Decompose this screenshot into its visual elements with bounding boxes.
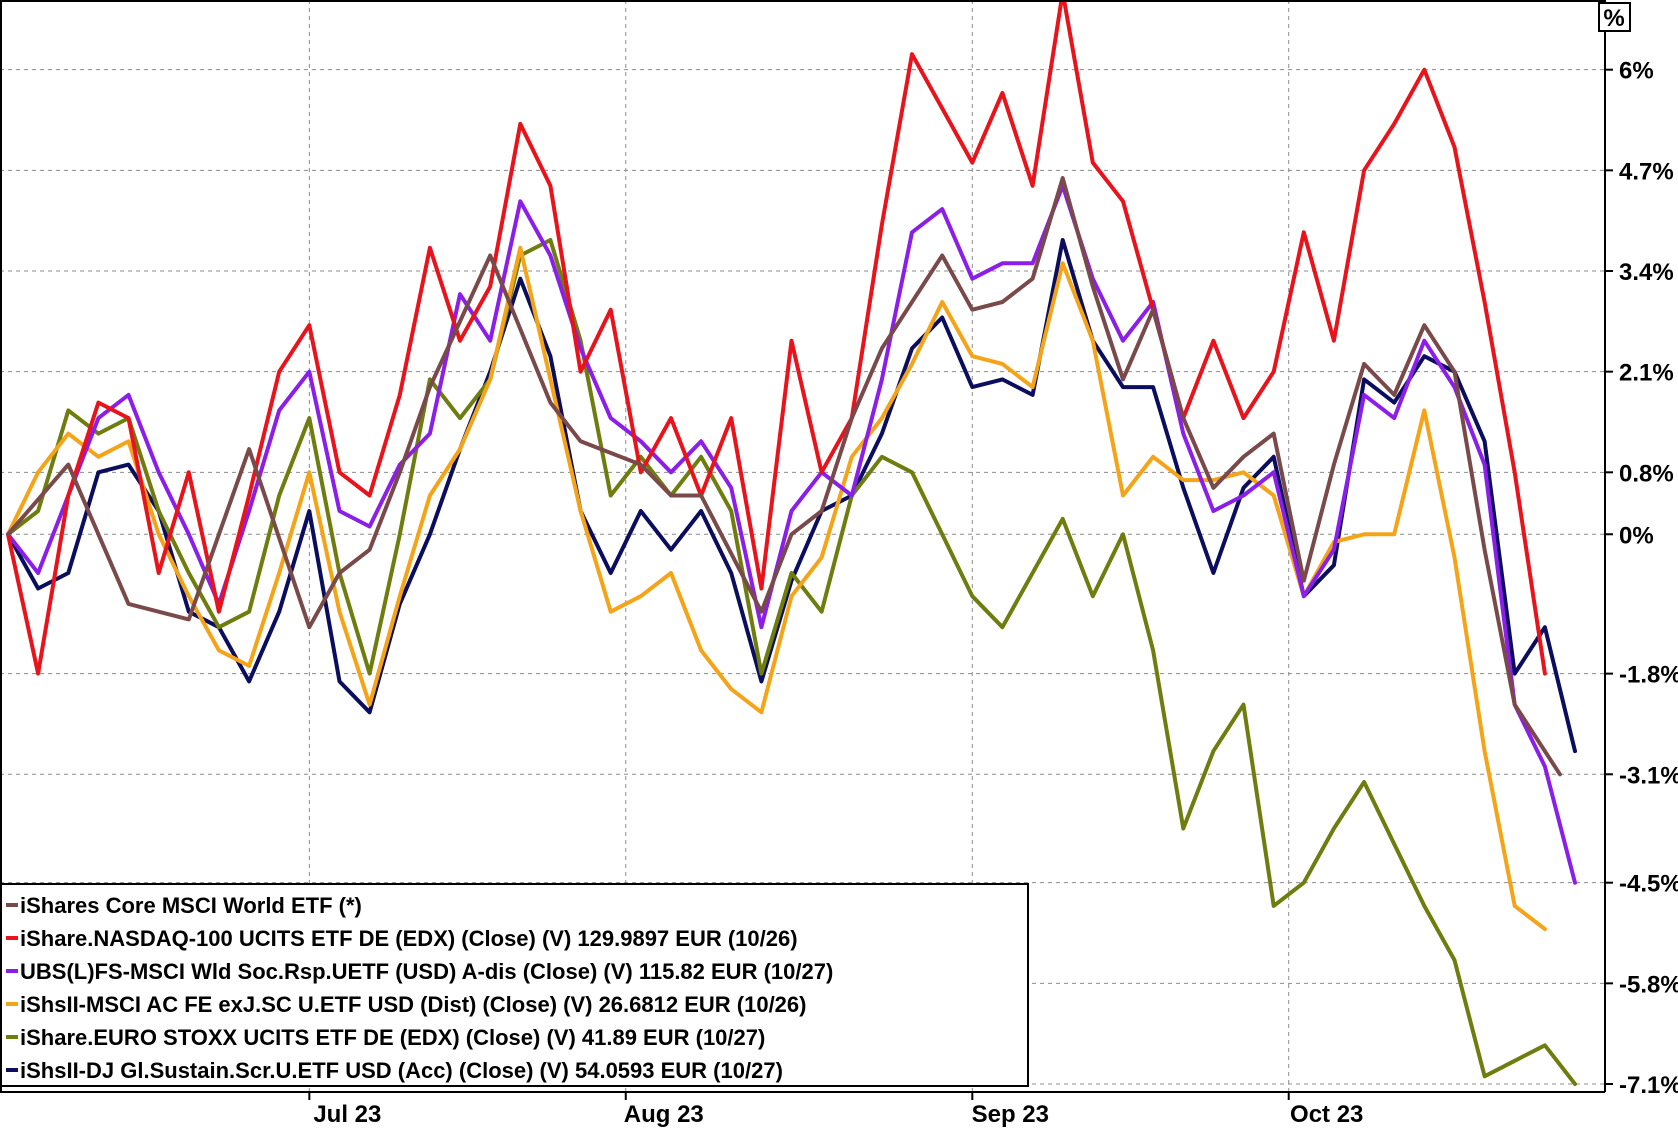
y-tick-label: 4.7%: [1619, 158, 1674, 185]
y-tick-label: 6%: [1619, 58, 1654, 85]
y-tick-label: 0%: [1619, 522, 1654, 549]
legend-label: iShsII-MSCI AC FE exJ.SC U.ETF USD (Dist…: [20, 992, 806, 1017]
legend-label: iShares Core MSCI World ETF (*): [20, 893, 362, 918]
y-tick-label: -7.1%: [1619, 1072, 1678, 1099]
y-tick-label: 2.1%: [1619, 360, 1674, 387]
legend: iShares Core MSCI World ETF (*) iShare.NA…: [0, 883, 1029, 1087]
series-line: [6, 238, 1577, 1086]
series-line: [6, 0, 1547, 676]
series-line: [6, 176, 1562, 777]
x-tick-label: Sep 23: [972, 1101, 1049, 1128]
legend-label: UBS(L)FS-MSCI Wld Soc.Rsp.UETF (USD) A-d…: [20, 959, 833, 984]
series-line: [6, 238, 1577, 754]
unit-label-box: [1598, 2, 1631, 32]
series-line: [6, 245, 1547, 932]
x-tick-label: Jul 23: [313, 1101, 381, 1128]
series-layer: [6, 0, 1577, 1086]
x-axis-ticks: Jul 23 Aug 23 Sep 23 Oct 23: [308, 1092, 1363, 1128]
legend-label: iShare.NASDAQ-100 UCITS ETF DE (EDX) (Cl…: [20, 926, 798, 951]
y-axis-ticks: 6% 4.7% 3.4% 2.1% 0.8% 0% -1.8% -3.1% -4.5% -5.8%…: [1605, 58, 1678, 1099]
y-tick-label: -1.8%: [1619, 662, 1678, 689]
x-tick-label: Aug 23: [624, 1101, 704, 1128]
legend-label: iShare.EURO STOXX UCITS ETF DE (EDX) (Cl…: [20, 1025, 765, 1050]
unit-label-group: %: [1598, 2, 1631, 32]
unit-label: %: [1603, 5, 1624, 32]
y-tick-label: 0.8%: [1619, 460, 1674, 487]
x-tick-label: Oct 23: [1290, 1101, 1363, 1128]
legend-box: [0, 883, 1029, 1087]
series-line: [6, 183, 1577, 885]
legend-label: iShsII-DJ Gl.Sustain.Scr.U.ETF USD (Acc)…: [20, 1058, 783, 1083]
y-tick-label: 3.4%: [1619, 259, 1674, 286]
y-tick-label: -4.5%: [1619, 871, 1678, 898]
y-tick-label: -5.8%: [1619, 971, 1678, 998]
y-tick-label: -3.1%: [1619, 762, 1678, 789]
